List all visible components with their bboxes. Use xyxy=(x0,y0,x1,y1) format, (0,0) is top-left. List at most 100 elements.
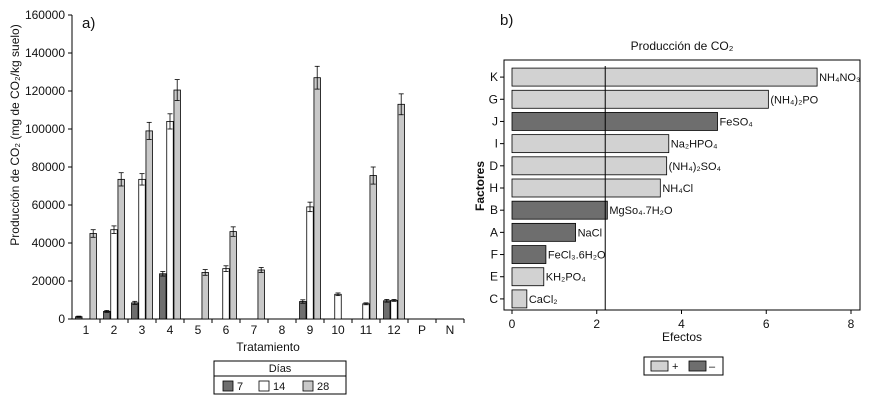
bar-day-7 xyxy=(383,300,391,320)
y-tick-label: 100000 xyxy=(25,122,65,136)
x-tick-label: 0 xyxy=(509,317,516,331)
effect-bar-D xyxy=(511,156,668,176)
x-tick-label: P xyxy=(418,323,426,337)
y-tick-label: 80000 xyxy=(32,160,66,174)
bar-day-28 xyxy=(117,178,125,320)
effect-bar-H xyxy=(511,178,661,198)
legend-swatch-positive xyxy=(650,360,669,372)
compound-label: (NH₄)₂SO₄ xyxy=(669,161,722,173)
factor-label: A xyxy=(490,225,498,239)
legend-label-day-14: 14 xyxy=(273,381,285,393)
factor-label: G xyxy=(489,92,498,106)
effect-bar-C xyxy=(511,289,528,309)
x-tick-label: 11 xyxy=(360,323,373,337)
x-tick-label: N xyxy=(446,323,455,337)
x-tick-label: 10 xyxy=(331,323,345,337)
panel-a-bars xyxy=(75,65,405,320)
panel-b-legend: + – xyxy=(643,356,724,376)
legend-label-day-7: 7 xyxy=(237,381,243,393)
panel-a-tick-labels: 0 20000 40000 60000 80000 100000 120000 140000 1… xyxy=(25,8,454,337)
factor-label: C xyxy=(489,292,498,306)
legend-swatch-day-28 xyxy=(302,380,314,392)
bar-day-28 xyxy=(313,77,321,320)
x-tick-label: 1 xyxy=(83,323,90,337)
bar-day-28 xyxy=(369,175,377,320)
x-tick-label: 4 xyxy=(167,323,174,337)
effect-bar-K xyxy=(511,67,818,87)
effect-bar-B xyxy=(511,200,608,220)
panel-b-chart: b) Producción de CO₂ Factores Efectos NH… xyxy=(473,12,861,376)
y-tick-label: 140000 xyxy=(25,46,65,60)
compound-label: CaCl₂ xyxy=(529,294,558,306)
panel-b-y-axis-label: Factores xyxy=(473,161,487,211)
x-tick-label: 8 xyxy=(279,323,286,337)
bar-day-28 xyxy=(397,103,405,320)
x-tick-label: 6 xyxy=(223,323,230,337)
x-tick-label: 7 xyxy=(251,323,258,337)
x-tick-label: 3 xyxy=(139,323,146,337)
legend-label-negative: – xyxy=(709,361,716,373)
bar-day-14 xyxy=(166,121,174,320)
factor-label: E xyxy=(490,270,498,284)
legend-items: 7 14 28 xyxy=(222,380,329,393)
bar-day-28 xyxy=(173,89,181,320)
panel-b-title: Producción de CO₂ xyxy=(631,39,734,53)
factor-label: J xyxy=(492,114,498,128)
bar-day-14 xyxy=(306,206,314,320)
legend-swatch-day-14 xyxy=(258,380,270,392)
y-tick-label: 60000 xyxy=(32,198,66,212)
y-tick-label: 20000 xyxy=(32,274,66,288)
compound-label: (NH₄)₂PO xyxy=(770,94,818,106)
legend-swatch-negative xyxy=(688,360,707,372)
x-tick-label: 9 xyxy=(307,323,314,337)
bar-day-14 xyxy=(222,268,230,320)
factor-label: D xyxy=(489,159,498,173)
legend-label-positive: + xyxy=(672,361,678,373)
effect-bar-E xyxy=(511,267,545,287)
effect-bar-I xyxy=(511,134,670,154)
y-tick-label: 160000 xyxy=(25,8,65,22)
panel-a-chart: a) Producción de CO₂ (mg de CO₂/kg suelo… xyxy=(8,8,465,395)
bar-day-28 xyxy=(229,231,237,320)
y-tick-label: 120000 xyxy=(25,84,65,98)
factor-label: I xyxy=(495,137,498,151)
bar-day-14 xyxy=(110,229,118,320)
compound-label: Na₂HPO₄ xyxy=(671,139,718,151)
bar-day-28 xyxy=(89,233,97,320)
compound-label: FeCl₃.6H₂O xyxy=(548,250,606,262)
compound-label: NH₄NO₃ xyxy=(819,72,860,84)
factor-label: F xyxy=(491,248,498,262)
legend-title: Días xyxy=(269,363,292,375)
panel-a-legend: Días 7 14 28 xyxy=(213,360,347,395)
compound-label: NH₄Cl xyxy=(662,183,693,195)
compound-label: FeSO₄ xyxy=(720,116,754,128)
x-tick-label: 12 xyxy=(387,323,401,337)
bar-day-14 xyxy=(334,293,342,320)
panel-b-x-axis-label: Efectos xyxy=(662,330,702,344)
y-tick-label: 0 xyxy=(58,312,65,326)
bar-day-14 xyxy=(362,303,370,320)
legend-label-day-28: 28 xyxy=(317,381,329,393)
effect-bar-J xyxy=(511,112,718,131)
x-tick-label: 6 xyxy=(763,317,770,331)
compound-label: MgSo₄.7H₂O xyxy=(609,205,673,217)
bar-day-28 xyxy=(145,130,153,320)
bar-day-14 xyxy=(138,178,146,320)
factor-label: B xyxy=(490,203,498,217)
legend-frame xyxy=(213,360,347,395)
panel-a-x-axis-label: Tratamiento xyxy=(236,340,300,354)
panel-a-y-axis-label: Producción de CO₂ (mg de CO₂/kg suelo) xyxy=(8,24,22,245)
legend-swatch-day-7 xyxy=(222,380,234,392)
bar-day-14 xyxy=(390,299,398,320)
factor-label: K xyxy=(490,70,498,84)
x-tick-label: 5 xyxy=(195,323,202,337)
x-tick-label: 2 xyxy=(593,317,600,331)
effect-bar-G xyxy=(511,89,769,109)
x-tick-label: 8 xyxy=(848,317,855,331)
x-tick-label: 2 xyxy=(111,323,118,337)
factor-label: H xyxy=(489,181,498,195)
y-tick-label: 40000 xyxy=(32,236,66,250)
